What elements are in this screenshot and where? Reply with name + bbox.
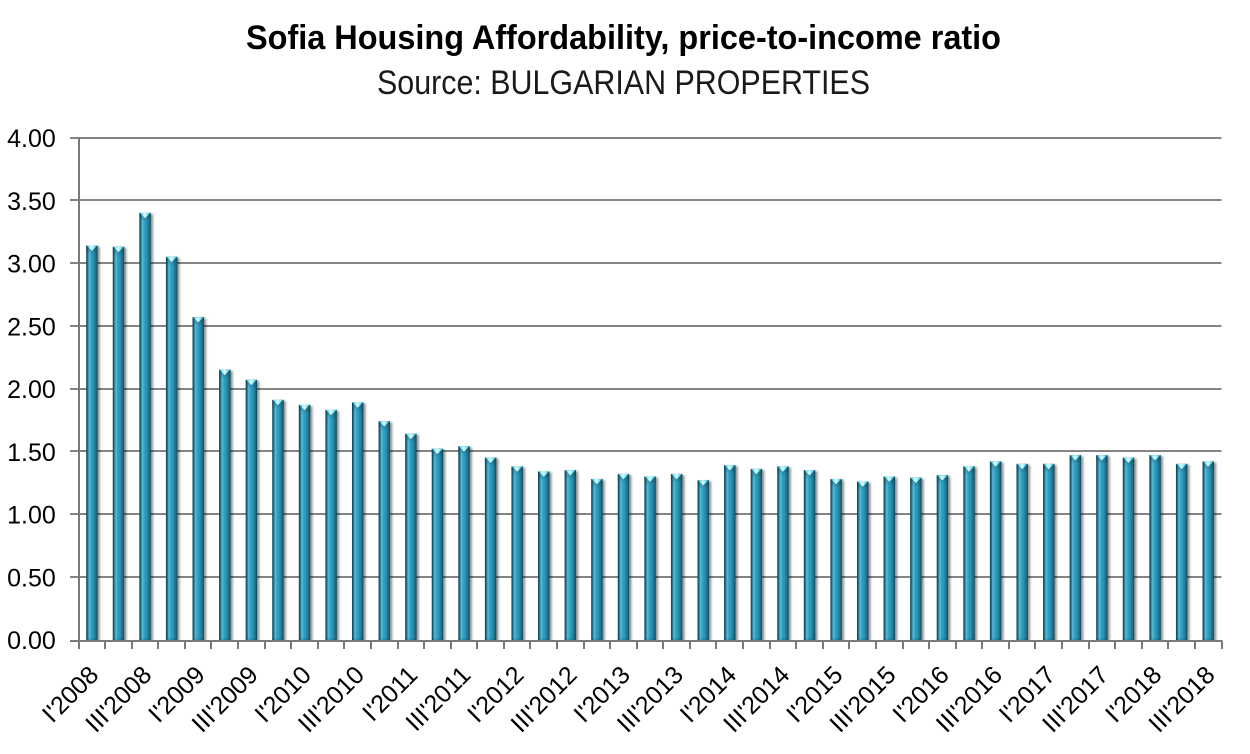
svg-text:2.00: 2.00 [7, 376, 56, 404]
svg-text:3.00: 3.00 [7, 251, 56, 279]
svg-text:4.00: 4.00 [7, 125, 56, 153]
svg-text:1.50: 1.50 [7, 439, 56, 467]
svg-text:1.00: 1.00 [7, 502, 56, 530]
svg-text:0.00: 0.00 [7, 627, 56, 655]
svg-text:Source: BULGARIAN PROPERTIES: Source: BULGARIAN PROPERTIES [377, 64, 870, 102]
svg-text:2.50: 2.50 [7, 313, 56, 341]
svg-text:Sofia Housing Affordability, p: Sofia Housing Affordability, price-to-in… [246, 19, 1001, 57]
svg-text:3.50: 3.50 [7, 188, 56, 216]
svg-text:0.50: 0.50 [7, 564, 56, 592]
